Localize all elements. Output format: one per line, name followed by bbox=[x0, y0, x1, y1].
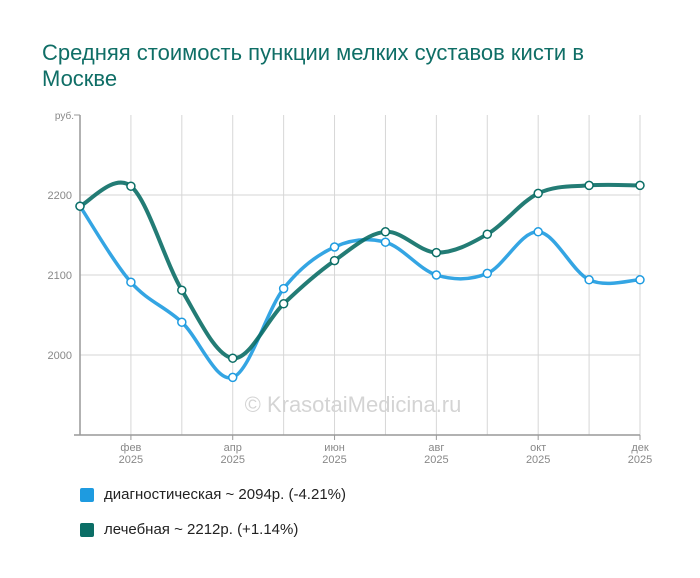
data-point bbox=[584, 275, 594, 285]
x-tick-year: 2025 bbox=[628, 454, 652, 466]
x-tick-month: июн bbox=[324, 442, 344, 454]
data-point bbox=[584, 180, 594, 191]
legend-swatch bbox=[80, 487, 94, 502]
data-point bbox=[482, 268, 493, 279]
data-point bbox=[329, 242, 340, 252]
data-point bbox=[380, 237, 391, 247]
x-tick-month: авг bbox=[428, 442, 444, 454]
data-point bbox=[126, 181, 136, 191]
data-point bbox=[329, 255, 340, 266]
chart-title: Средняя стоимость пункции мелких суставо… bbox=[42, 40, 585, 91]
data-point bbox=[431, 270, 442, 280]
x-tick-month: дек bbox=[631, 442, 649, 454]
series-line-treatment bbox=[78, 180, 642, 361]
y-tick-label: 2100 bbox=[48, 270, 72, 282]
data-point bbox=[227, 372, 238, 383]
x-tick-month: апр bbox=[224, 442, 242, 454]
data-point bbox=[278, 283, 289, 294]
legend-item-treatment[interactable]: лечебная ~ 2212р. (+1.14%) bbox=[80, 521, 298, 538]
data-point bbox=[75, 201, 85, 211]
data-point bbox=[126, 277, 136, 287]
data-point bbox=[227, 353, 238, 363]
data-point bbox=[533, 188, 543, 199]
data-point bbox=[431, 247, 442, 258]
y-axis-label: руб. bbox=[55, 110, 74, 122]
x-tick-year: 2025 bbox=[220, 454, 244, 466]
data-point bbox=[177, 285, 187, 295]
x-tick-year: 2025 bbox=[322, 454, 346, 466]
series-line-diagnostic bbox=[78, 204, 642, 380]
data-point bbox=[482, 229, 493, 239]
x-tick-month: фев bbox=[120, 442, 141, 454]
data-point bbox=[635, 275, 645, 285]
x-tick-year: 2025 bbox=[424, 454, 448, 466]
data-point bbox=[533, 227, 543, 237]
legend-label: диагностическая ~ 2094р. (-4.21%) bbox=[104, 486, 346, 503]
y-tick-label: 2200 bbox=[48, 190, 72, 202]
data-point bbox=[635, 180, 645, 191]
watermark: © KrasotaiMedicina.ru bbox=[245, 392, 462, 417]
y-tick-label: 2000 bbox=[48, 350, 72, 362]
data-point bbox=[278, 299, 289, 309]
x-tick-month: окт bbox=[530, 442, 546, 454]
legend-swatch bbox=[80, 522, 94, 537]
data-point bbox=[380, 227, 391, 237]
data-point bbox=[177, 317, 187, 327]
x-tick-year: 2025 bbox=[119, 454, 143, 466]
legend-item-diagnostic[interactable]: диагностическая ~ 2094р. (-4.21%) bbox=[80, 486, 346, 503]
legend-label: лечебная ~ 2212р. (+1.14%) bbox=[104, 521, 299, 538]
x-tick-year: 2025 bbox=[526, 454, 550, 466]
